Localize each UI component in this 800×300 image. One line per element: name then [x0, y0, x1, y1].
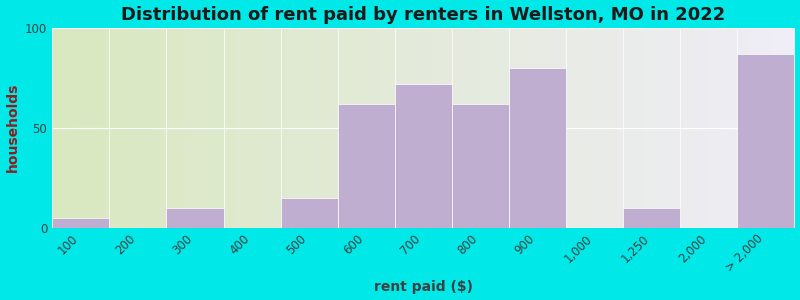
Y-axis label: households: households — [6, 83, 19, 172]
Bar — [52, 218, 110, 228]
Bar — [452, 104, 509, 228]
Bar — [509, 68, 566, 228]
Bar — [623, 208, 680, 228]
Bar — [738, 54, 794, 228]
X-axis label: rent paid ($): rent paid ($) — [374, 280, 473, 294]
Bar — [338, 104, 394, 228]
Bar — [281, 198, 338, 228]
Title: Distribution of rent paid by renters in Wellston, MO in 2022: Distribution of rent paid by renters in … — [122, 6, 726, 24]
Bar — [166, 208, 223, 228]
Bar — [394, 84, 452, 228]
